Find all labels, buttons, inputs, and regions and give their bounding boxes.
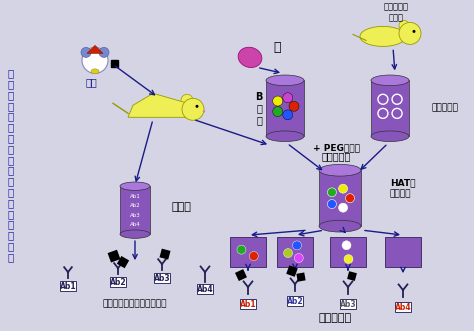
Bar <box>385 237 421 267</box>
Text: Ab3: Ab3 <box>129 213 140 218</box>
Circle shape <box>399 21 409 30</box>
FancyBboxPatch shape <box>287 296 303 306</box>
Circle shape <box>273 96 283 106</box>
FancyBboxPatch shape <box>395 302 411 312</box>
Text: Ab1: Ab1 <box>240 300 256 308</box>
Circle shape <box>346 194 355 203</box>
Text: Ab3: Ab3 <box>340 300 356 308</box>
Polygon shape <box>128 93 188 117</box>
Circle shape <box>283 93 293 103</box>
Ellipse shape <box>91 69 99 74</box>
Text: 抗原: 抗原 <box>85 77 97 87</box>
FancyBboxPatch shape <box>154 273 170 283</box>
Bar <box>111 60 118 68</box>
FancyBboxPatch shape <box>60 281 76 291</box>
Bar <box>277 237 313 267</box>
Circle shape <box>203 110 205 113</box>
Polygon shape <box>87 45 103 53</box>
Ellipse shape <box>319 165 361 176</box>
Text: HAT培
养，稀释: HAT培 养，稀释 <box>390 178 416 198</box>
Circle shape <box>342 241 351 250</box>
FancyBboxPatch shape <box>197 284 213 294</box>
Text: Ab4: Ab4 <box>197 285 213 294</box>
Circle shape <box>328 200 337 209</box>
Text: 单
克
隆
抗
体
和
多
克
隆
抗
体
产
生
区
别
示
意
图: 单 克 隆 抗 体 和 多 克 隆 抗 体 产 生 区 别 示 意 图 <box>8 69 14 262</box>
Text: Ab4: Ab4 <box>129 222 140 227</box>
Text: Ab2: Ab2 <box>109 278 126 287</box>
FancyBboxPatch shape <box>109 277 126 287</box>
Circle shape <box>412 30 416 33</box>
Bar <box>347 271 357 281</box>
Text: 抗血清: 抗血清 <box>171 202 191 212</box>
Circle shape <box>338 203 347 212</box>
Circle shape <box>249 252 258 260</box>
Bar <box>296 272 306 282</box>
FancyBboxPatch shape <box>240 299 256 309</box>
Bar <box>371 80 409 136</box>
Ellipse shape <box>360 26 406 46</box>
Bar <box>108 250 120 262</box>
Circle shape <box>338 184 347 193</box>
Text: Ab3: Ab3 <box>154 274 170 283</box>
Circle shape <box>81 47 91 57</box>
Circle shape <box>294 254 303 262</box>
Text: Ab4: Ab4 <box>395 303 411 311</box>
Bar <box>117 256 129 268</box>
Ellipse shape <box>120 230 150 238</box>
Circle shape <box>283 110 293 120</box>
Ellipse shape <box>238 47 262 68</box>
Circle shape <box>273 107 283 117</box>
Circle shape <box>182 98 204 120</box>
Ellipse shape <box>266 131 304 142</box>
Bar <box>120 186 150 234</box>
Text: 普通抗血清（多克隆抗体）: 普通抗血清（多克隆抗体） <box>103 300 167 308</box>
Circle shape <box>195 105 199 108</box>
Circle shape <box>82 47 108 73</box>
Text: Ab2: Ab2 <box>129 203 140 208</box>
Text: 脾: 脾 <box>273 41 281 54</box>
Text: B
细
胞: B 细 胞 <box>255 92 263 125</box>
Circle shape <box>289 101 299 111</box>
Text: Ab1: Ab1 <box>60 282 76 291</box>
Text: Ab2: Ab2 <box>287 297 303 306</box>
Ellipse shape <box>120 182 150 190</box>
Circle shape <box>344 255 353 263</box>
Ellipse shape <box>371 131 409 142</box>
Bar <box>266 80 304 136</box>
Circle shape <box>283 249 292 258</box>
Bar <box>235 269 247 281</box>
Bar <box>330 237 366 267</box>
Text: 杂交瘤细胞: 杂交瘤细胞 <box>321 151 351 161</box>
Circle shape <box>328 188 337 197</box>
Bar <box>159 249 171 260</box>
Text: + PEG，融合: + PEG，融合 <box>313 144 361 153</box>
Text: 单克隆抗体: 单克隆抗体 <box>319 313 352 323</box>
Circle shape <box>237 245 246 254</box>
Ellipse shape <box>371 75 409 86</box>
Bar <box>319 170 361 226</box>
FancyBboxPatch shape <box>340 299 356 309</box>
Bar <box>286 265 298 277</box>
Text: Ab1: Ab1 <box>129 194 140 199</box>
Circle shape <box>181 94 193 106</box>
Ellipse shape <box>319 220 361 232</box>
Text: 骨髓瘤小鼠
取腹水: 骨髓瘤小鼠 取腹水 <box>383 3 409 22</box>
Circle shape <box>399 23 421 44</box>
Text: 骨髓瘤细胞: 骨髓瘤细胞 <box>432 104 459 113</box>
Bar <box>230 237 266 267</box>
Ellipse shape <box>266 75 304 86</box>
Circle shape <box>292 241 301 250</box>
Circle shape <box>99 47 109 57</box>
